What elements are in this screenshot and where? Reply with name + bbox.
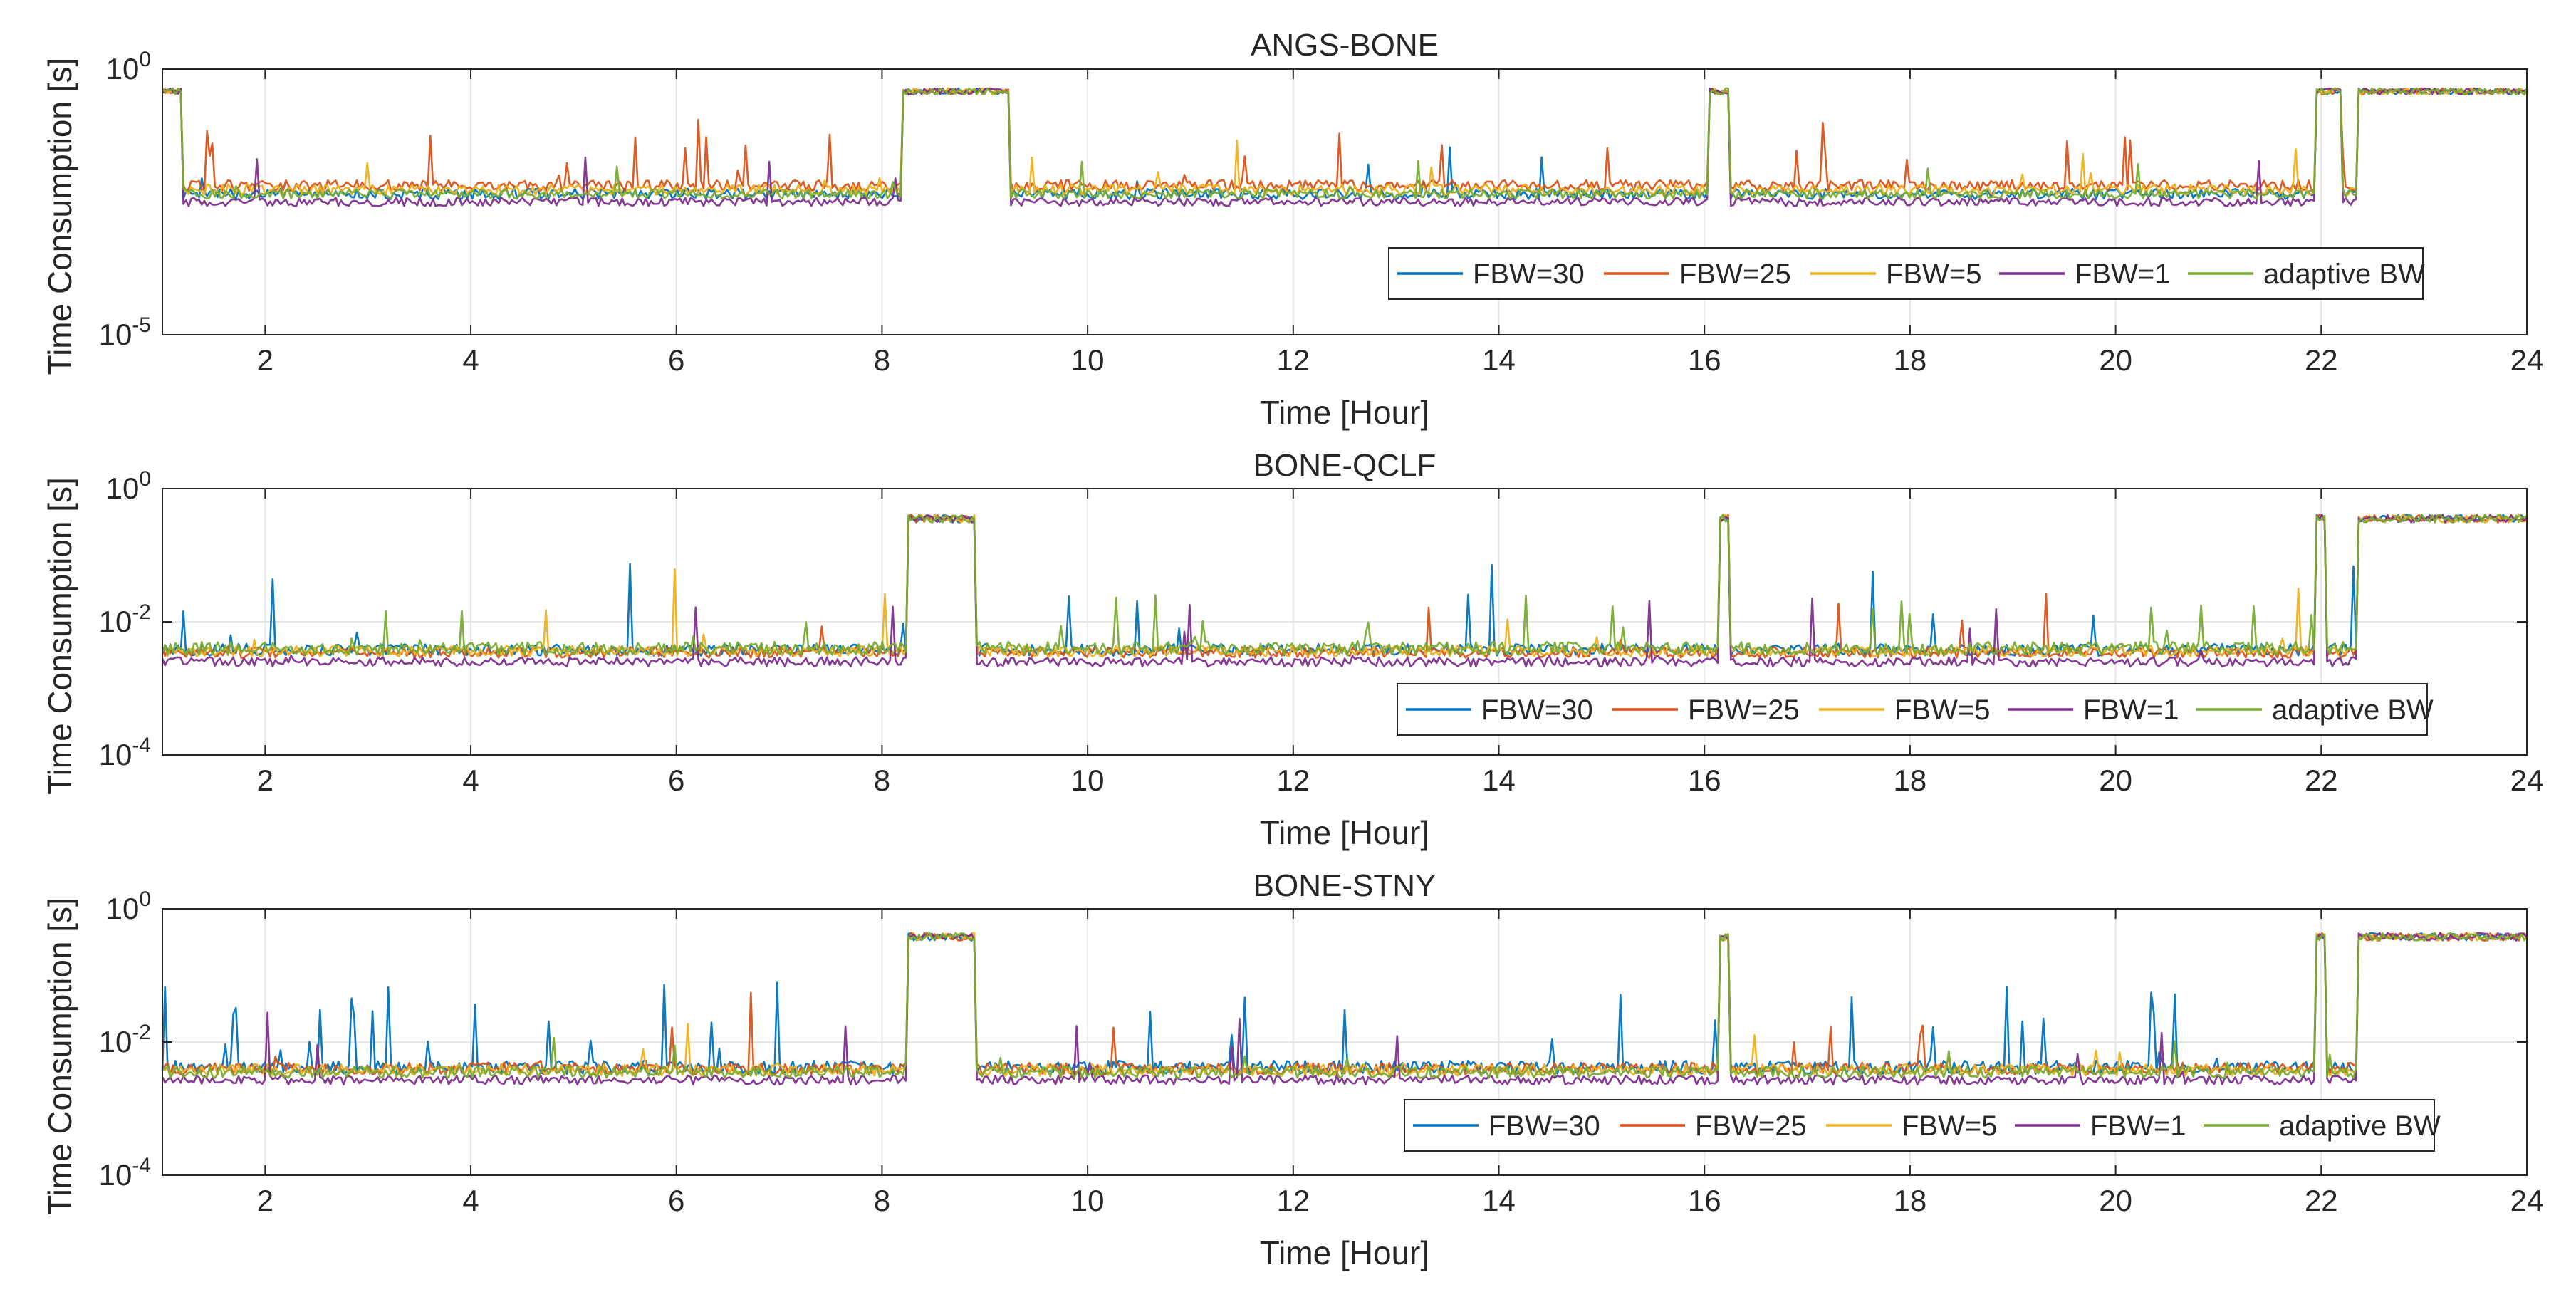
y-tick-label: 10-2 <box>99 600 151 638</box>
legend-label: FBW=25 <box>1688 694 1800 726</box>
series-line-adaptive <box>161 514 2528 656</box>
x-tick-label: 12 <box>1276 764 1310 797</box>
x-tick-label: 22 <box>2305 764 2338 797</box>
legend-label: FBW=5 <box>1886 259 1981 290</box>
axes-box <box>162 68 2528 335</box>
x-tick-label: 4 <box>462 764 479 797</box>
chart-title: BONE-QCLF <box>1253 448 1436 483</box>
x-tick-label: 4 <box>462 1184 479 1217</box>
x-tick-label: 16 <box>1688 343 1721 377</box>
y-tick-label: 10-5 <box>99 313 151 351</box>
x-tick-label: 12 <box>1276 1184 1310 1217</box>
legend-label: FBW=1 <box>2090 1110 2186 1142</box>
x-tick-label: 14 <box>1482 1184 1516 1217</box>
x-tick-label: 6 <box>668 764 684 797</box>
legend-label: FBW=5 <box>1902 1110 1997 1142</box>
x-tick-label: 20 <box>2099 1184 2132 1217</box>
legend: FBW=30 FBW=25 FBW=5 FBW=1 adaptive BW <box>1388 247 2425 300</box>
x-tick-label: 10 <box>1071 764 1105 797</box>
y-tick-label: 100 <box>106 48 151 85</box>
subplot-bone-qclf: 2 4 6 8 10 12 14 16 18 20 22 2410010-210-4BONE-QCLF… <box>41 448 2543 851</box>
x-tick-label: 2 <box>257 764 273 797</box>
series-line-fbw1 <box>162 87 2528 207</box>
series-line-adaptive <box>162 932 2528 1079</box>
legend-label: adaptive BW <box>2263 259 2425 290</box>
y-tick-label: 10-2 <box>99 1021 151 1058</box>
x-tick-label: 6 <box>668 1184 684 1217</box>
x-axis-label: Time [Hour] <box>1260 814 1430 851</box>
x-tick-label: 22 <box>2305 1184 2338 1217</box>
x-tick-label: 10 <box>1071 343 1105 377</box>
x-tick-label: 2 <box>257 1184 273 1217</box>
legend-label: adaptive BW <box>2272 694 2434 726</box>
x-tick-label: 6 <box>668 343 684 377</box>
x-tick-label: 16 <box>1688 1184 1721 1217</box>
x-tick-label: 24 <box>2510 1184 2544 1217</box>
y-tick-label: 10-4 <box>99 734 151 771</box>
x-axis-label: Time [Hour] <box>1260 1234 1430 1271</box>
series-line-adaptive <box>162 87 2528 200</box>
legend-label: adaptive BW <box>2279 1110 2441 1142</box>
y-axis-label: Time Consumption [s] <box>41 477 78 795</box>
x-tick-label: 20 <box>2099 343 2132 377</box>
x-tick-label: 10 <box>1071 1184 1105 1217</box>
x-tick-label: 12 <box>1276 343 1310 377</box>
x-tick-label: 20 <box>2099 764 2132 797</box>
x-tick-label: 22 <box>2305 343 2338 377</box>
x-tick-label: 18 <box>1894 1184 1927 1217</box>
x-tick-label: 14 <box>1482 764 1516 797</box>
x-tick-label: 16 <box>1688 764 1721 797</box>
series-group <box>161 514 2528 667</box>
subplot-bone-stny: 2 4 6 8 10 12 14 16 18 20 22 2410010-210-4BONE-STNY… <box>41 868 2543 1271</box>
x-tick-label: 8 <box>874 343 890 377</box>
series-group <box>161 932 2528 1086</box>
y-axis-label: Time Consumption [s] <box>41 58 78 375</box>
x-tick-label: 14 <box>1482 343 1516 377</box>
chart-title: BONE-STNY <box>1253 868 1436 903</box>
series-line-fbw1 <box>161 514 2528 667</box>
legend-label: FBW=25 <box>1679 259 1791 290</box>
ticks <box>162 68 2528 335</box>
series-line-fbw25 <box>162 87 2528 192</box>
x-tick-label: 24 <box>2510 764 2544 797</box>
subplot-angs-bone: 2 4 6 8 10 12 14 16 18 20 22 2410010-5ANGS-BONETime… <box>41 28 2543 431</box>
x-tick-label: 24 <box>2510 343 2544 377</box>
y-axis-label: Time Consumption [s] <box>41 897 78 1215</box>
legend-label: FBW=1 <box>2075 259 2170 290</box>
legend-label: FBW=30 <box>1481 694 1593 726</box>
legend-label: FBW=30 <box>1488 1110 1600 1142</box>
legend: FBW=30 FBW=25 FBW=5 FBW=1 adaptive BW <box>1404 1099 2441 1152</box>
legend-box <box>1404 1099 2435 1152</box>
series-group <box>162 87 2528 207</box>
y-tick-label: 10-4 <box>99 1154 151 1192</box>
chart-title: ANGS-BONE <box>1251 28 1439 63</box>
ticks <box>162 488 2528 756</box>
legend-label: FBW=5 <box>1894 694 1990 726</box>
legend-label: FBW=1 <box>2083 694 2179 726</box>
x-tick-label: 8 <box>874 764 890 797</box>
legend-label: FBW=30 <box>1473 259 1585 290</box>
ticks <box>162 908 2528 1176</box>
x-tick-label: 4 <box>462 343 479 377</box>
series-line-fbw1 <box>161 932 2528 1086</box>
y-tick-label: 100 <box>106 467 151 505</box>
x-tick-label: 2 <box>257 343 273 377</box>
x-tick-label: 8 <box>874 1184 890 1217</box>
x-tick-label: 18 <box>1894 764 1927 797</box>
x-axis-label: Time [Hour] <box>1260 394 1430 431</box>
x-tick-label: 18 <box>1894 343 1927 377</box>
legend: FBW=30 FBW=25 FBW=5 FBW=1 adaptive BW <box>1397 683 2434 736</box>
subplots: 2 4 6 8 10 12 14 16 18 20 22 2410010-5ANGS-BONETime… <box>41 28 2543 1271</box>
legend-label: FBW=25 <box>1695 1110 1807 1142</box>
y-tick-label: 100 <box>106 887 151 925</box>
